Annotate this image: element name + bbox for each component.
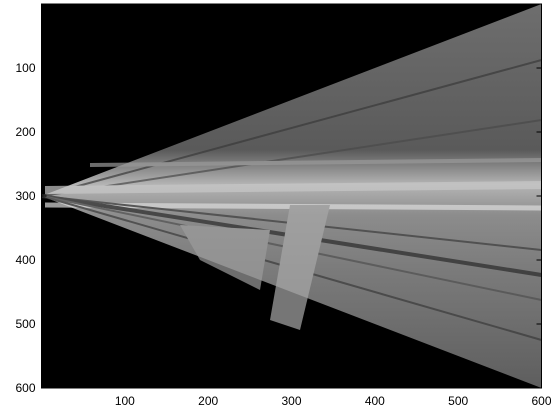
x-tick-label: 400: [365, 394, 385, 408]
y-tick-label: 500: [15, 317, 35, 331]
y-tick-label: 300: [15, 189, 35, 203]
image-area: [41, 3, 542, 389]
y-tick-label: 100: [15, 61, 35, 75]
y-tick-label: 200: [15, 125, 35, 139]
y-tick-label: 600: [15, 381, 35, 395]
image-content: [41, 4, 542, 388]
x-tick-label: 600: [531, 394, 551, 408]
x-tick-label: 100: [115, 394, 135, 408]
image-stripes: [41, 59, 542, 341]
x-tick-label: 200: [198, 394, 218, 408]
x-tick-label: 500: [448, 394, 468, 408]
y-tick-label: 400: [15, 253, 35, 267]
x-tick-label: 300: [281, 394, 301, 408]
